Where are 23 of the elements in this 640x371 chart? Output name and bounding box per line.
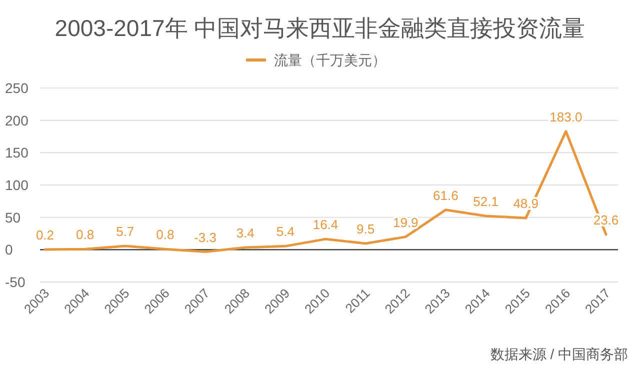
y-tick-label: -50 bbox=[5, 274, 26, 290]
y-tick-label: 200 bbox=[5, 112, 29, 128]
data-label: 19.9 bbox=[392, 214, 418, 230]
legend-label: 流量（千万美元） bbox=[274, 52, 386, 68]
data-label: 0.2 bbox=[36, 228, 54, 243]
data-label: 0.8 bbox=[156, 227, 174, 242]
data-label: 3.4 bbox=[236, 225, 254, 240]
data-label: 61.6 bbox=[433, 188, 458, 203]
data-label: 9.5 bbox=[356, 222, 375, 237]
data-label: 5.7 bbox=[116, 224, 134, 239]
data-label: 0.8 bbox=[76, 227, 94, 242]
y-tick-label: 50 bbox=[5, 209, 21, 226]
y-tick-label: 150 bbox=[5, 144, 29, 161]
y-tick-label: 0 bbox=[5, 242, 13, 258]
data-label: 16.4 bbox=[312, 217, 338, 232]
data-label: 52.1 bbox=[473, 194, 498, 209]
data-label: 5.4 bbox=[276, 224, 294, 240]
chart-title: 2003-2017年 中国对马来西亚非金融类直接投资流量 bbox=[54, 15, 586, 41]
y-tick-label: 250 bbox=[5, 80, 29, 96]
y-tick-label: 100 bbox=[5, 177, 29, 193]
source-note: 数据来源 / 中国商务部 bbox=[490, 346, 628, 362]
data-label: -3.3 bbox=[194, 230, 216, 245]
data-label: 183.0 bbox=[550, 109, 582, 124]
